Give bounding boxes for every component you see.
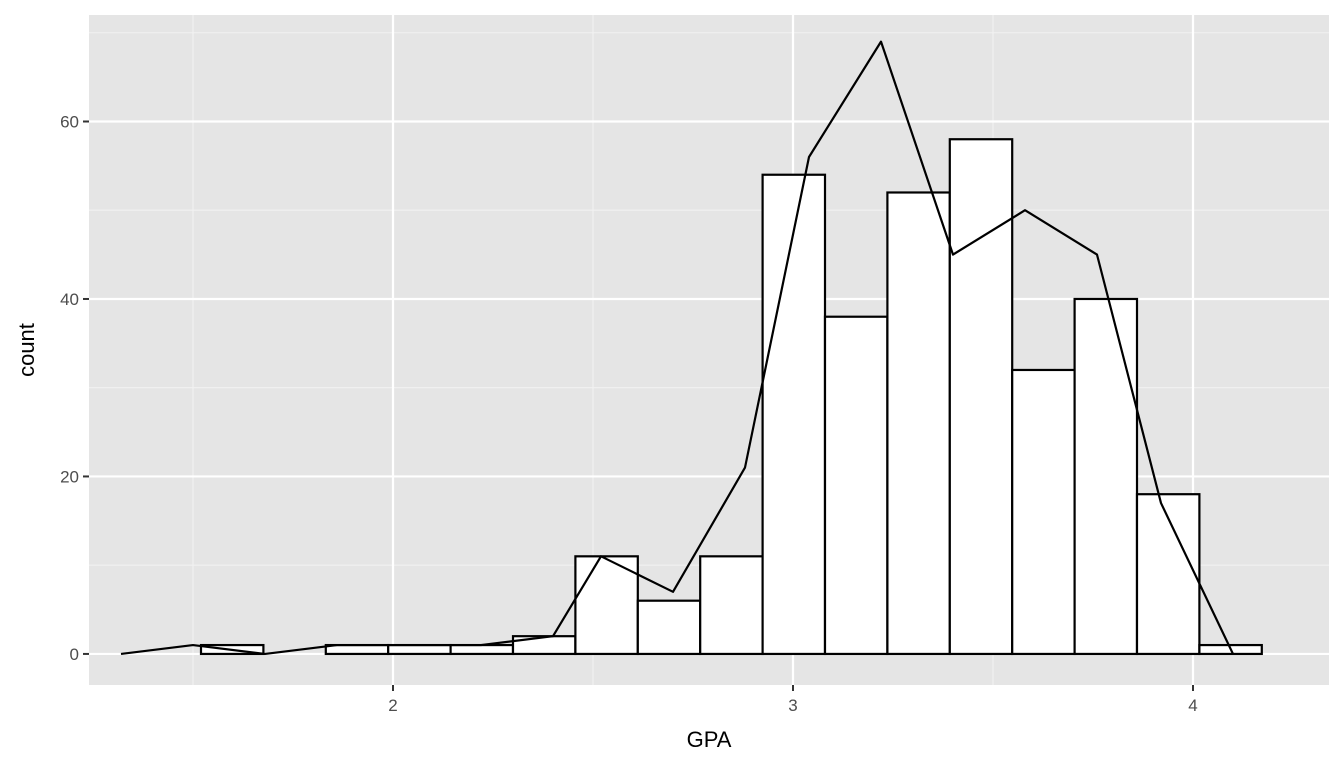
y-axis: 0 20 40 60	[60, 112, 89, 664]
x-tick-label: 4	[1188, 696, 1197, 715]
y-tick-label: 20	[60, 467, 79, 486]
y-tick-label: 0	[70, 645, 79, 664]
histogram-bar	[699, 555, 764, 656]
histogram-bar	[948, 138, 1014, 656]
frequency-polygon	[120, 40, 1234, 656]
histogram-bar	[823, 315, 889, 656]
histogram-bar	[886, 191, 951, 656]
x-tick-label: 2	[388, 696, 397, 715]
x-tick-label: 3	[788, 696, 797, 715]
histogram-bar	[449, 643, 515, 656]
x-axis-title: GPA	[687, 727, 732, 752]
frequency-polygon-line	[120, 40, 1234, 656]
histogram-bar	[636, 599, 702, 656]
histogram-bar	[511, 635, 577, 656]
y-tick-label: 60	[60, 112, 79, 131]
histogram-bar	[1073, 297, 1139, 656]
y-axis-title: count	[14, 323, 39, 377]
histogram-bar	[1011, 368, 1076, 656]
histogram-bar	[761, 173, 827, 656]
x-axis: 2 3 4	[388, 685, 1198, 715]
histogram-bar	[1135, 493, 1201, 656]
histogram-bars	[199, 138, 1263, 656]
histogram-bar	[387, 643, 452, 656]
y-tick-label: 40	[60, 290, 79, 309]
